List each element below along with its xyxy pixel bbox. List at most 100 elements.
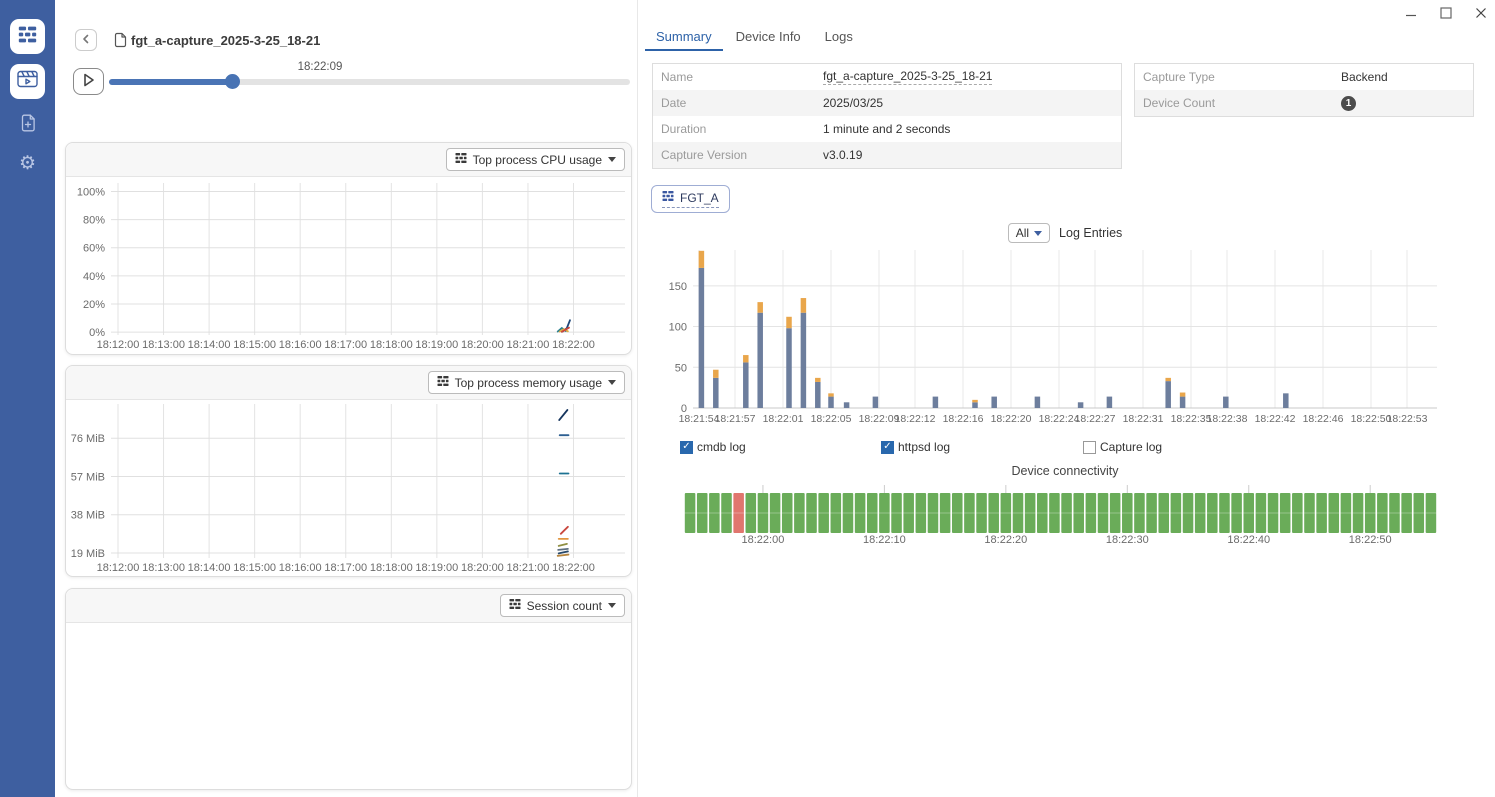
file-add-icon	[20, 113, 36, 138]
svg-text:18:20:00: 18:20:00	[461, 562, 504, 574]
svg-text:18:17:00: 18:17:00	[324, 339, 367, 351]
svg-text:18:22:30: 18:22:30	[1106, 534, 1149, 545]
svg-text:20%: 20%	[83, 299, 105, 311]
capture-details-column: Summary Device Info Logs Name fgt_a-capt…	[638, 0, 1495, 797]
sidebar: ⚙	[0, 0, 55, 797]
chart-grid-icon	[509, 598, 521, 613]
svg-text:18:22:42: 18:22:42	[1255, 413, 1296, 425]
svg-text:18:15:00: 18:15:00	[233, 339, 276, 351]
slider-fill	[109, 79, 232, 85]
tab-device-info[interactable]: Device Info	[725, 26, 812, 51]
slider-thumb[interactable]	[225, 74, 240, 89]
sidebar-item-capture-player[interactable]	[10, 64, 45, 99]
svg-text:18:22:12: 18:22:12	[895, 413, 936, 425]
caret-down-icon	[608, 380, 616, 385]
svg-text:18:22:09: 18:22:09	[859, 413, 900, 425]
caret-down-icon	[608, 603, 616, 608]
svg-text:18:21:54: 18:21:54	[679, 413, 720, 425]
table-row: Date 2025/03/25	[653, 90, 1121, 116]
checkbox-icon	[881, 441, 894, 454]
svg-text:18:14:00: 18:14:00	[188, 562, 231, 574]
log-entries-title: Log Entries	[1059, 226, 1122, 240]
play-icon	[79, 72, 99, 91]
memory-usage-chart: 18:12:0018:13:0018:14:0018:15:0018:16:00…	[66, 400, 631, 577]
chart-grid-icon	[437, 375, 449, 390]
svg-text:50: 50	[675, 362, 687, 374]
svg-text:18:19:00: 18:19:00	[415, 562, 458, 574]
chevron-left-icon	[79, 32, 93, 49]
svg-text:18:22:27: 18:22:27	[1075, 413, 1116, 425]
svg-text:18:18:00: 18:18:00	[370, 339, 413, 351]
memory-panel-header: Top process memory usage	[66, 366, 631, 400]
dropdown-label: Top process CPU usage	[473, 153, 602, 167]
svg-text:18:22:50: 18:22:50	[1349, 534, 1392, 545]
svg-text:100%: 100%	[77, 186, 105, 198]
svg-text:18:16:00: 18:16:00	[279, 339, 322, 351]
play-button[interactable]	[73, 68, 104, 95]
svg-text:38 MiB: 38 MiB	[71, 510, 105, 522]
checkbox-icon	[1083, 441, 1096, 454]
checkbox-cmdb-log[interactable]: cmdb log	[680, 440, 746, 454]
table-row: Device Count 1	[1135, 90, 1473, 116]
gear-icon: ⚙	[19, 154, 36, 173]
log-filter-dropdown[interactable]: All	[1008, 223, 1050, 243]
playback-time-label: 18:22:09	[270, 61, 370, 73]
chart-grid-icon	[455, 152, 467, 167]
svg-text:18:17:00: 18:17:00	[324, 562, 367, 574]
table-row: Capture Version v3.0.19	[653, 142, 1121, 168]
svg-text:60%: 60%	[83, 243, 105, 255]
chart-type-dropdown-memory[interactable]: Top process memory usage	[428, 371, 625, 394]
svg-text:76 MiB: 76 MiB	[71, 433, 105, 445]
svg-text:18:22:00: 18:22:00	[742, 534, 785, 545]
svg-text:18:22:20: 18:22:20	[991, 413, 1032, 425]
cpu-usage-chart: 18:12:0018:13:0018:14:0018:15:0018:16:00…	[66, 177, 631, 355]
svg-text:18:22:05: 18:22:05	[811, 413, 852, 425]
chart-type-dropdown-session[interactable]: Session count	[500, 594, 625, 617]
chart-type-dropdown-cpu[interactable]: Top process CPU usage	[446, 148, 625, 171]
device-connectivity-chart: 18:22:0018:22:1018:22:2018:22:3018:22:40…	[643, 483, 1437, 545]
checkbox-capture-log[interactable]: Capture log	[1083, 440, 1162, 454]
cpu-panel-header: Top process CPU usage	[66, 143, 631, 177]
svg-text:18:14:00: 18:14:00	[188, 339, 231, 351]
device-chip-fgt-a[interactable]: FGT_A	[651, 185, 730, 213]
detail-tabs: Summary Device Info Logs	[645, 26, 864, 51]
device-count-badge: 1	[1341, 96, 1356, 111]
svg-text:150: 150	[669, 281, 687, 293]
svg-text:18:22:35: 18:22:35	[1171, 413, 1212, 425]
svg-text:18:12:00: 18:12:00	[97, 339, 140, 351]
svg-text:18:22:00: 18:22:00	[552, 562, 595, 574]
svg-text:18:22:50: 18:22:50	[1351, 413, 1392, 425]
sidebar-item-new-capture[interactable]	[10, 108, 45, 143]
table-row: Duration 1 minute and 2 seconds	[653, 116, 1121, 142]
svg-text:18:20:00: 18:20:00	[461, 339, 504, 351]
svg-text:19 MiB: 19 MiB	[71, 548, 105, 560]
svg-text:18:19:00: 18:19:00	[415, 339, 458, 351]
session-count-panel: Session count	[65, 588, 632, 790]
svg-text:18:21:57: 18:21:57	[715, 413, 756, 425]
playback-slider[interactable]	[109, 74, 630, 89]
svg-text:18:21:00: 18:21:00	[507, 339, 550, 351]
caret-down-icon	[1034, 231, 1042, 236]
tab-summary[interactable]: Summary	[645, 26, 723, 51]
svg-text:40%: 40%	[83, 271, 105, 283]
cpu-usage-panel: Top process CPU usage 18:12:0018:13:0018…	[65, 142, 632, 355]
caret-down-icon	[608, 157, 616, 162]
tab-logs[interactable]: Logs	[814, 26, 864, 51]
summary-table: Name fgt_a-capture_2025-3-25_18-21 Date …	[652, 63, 1122, 169]
device-chip-label: FGT_A	[680, 191, 719, 205]
page-title: fgt_a-capture_2025-3-25_18-21	[131, 33, 320, 48]
clapperboard-icon	[17, 69, 38, 94]
capture-playback-column: fgt_a-capture_2025-3-25_18-21 18:22:09 T…	[55, 0, 638, 797]
svg-text:100: 100	[669, 322, 687, 334]
table-row: Name fgt_a-capture_2025-3-25_18-21	[653, 64, 1121, 90]
svg-text:18:22:40: 18:22:40	[1227, 534, 1270, 545]
sidebar-item-settings[interactable]: ⚙	[10, 146, 45, 181]
svg-text:18:22:16: 18:22:16	[943, 413, 984, 425]
checkbox-httpsd-log[interactable]: httpsd log	[881, 440, 950, 454]
device-grid-icon	[662, 190, 674, 205]
capture-name-value[interactable]: fgt_a-capture_2025-3-25_18-21	[823, 69, 992, 85]
dropdown-label: Session count	[527, 599, 602, 613]
back-button[interactable]	[75, 29, 97, 51]
svg-text:18:22:00: 18:22:00	[552, 339, 595, 351]
app-logo[interactable]	[10, 19, 45, 54]
